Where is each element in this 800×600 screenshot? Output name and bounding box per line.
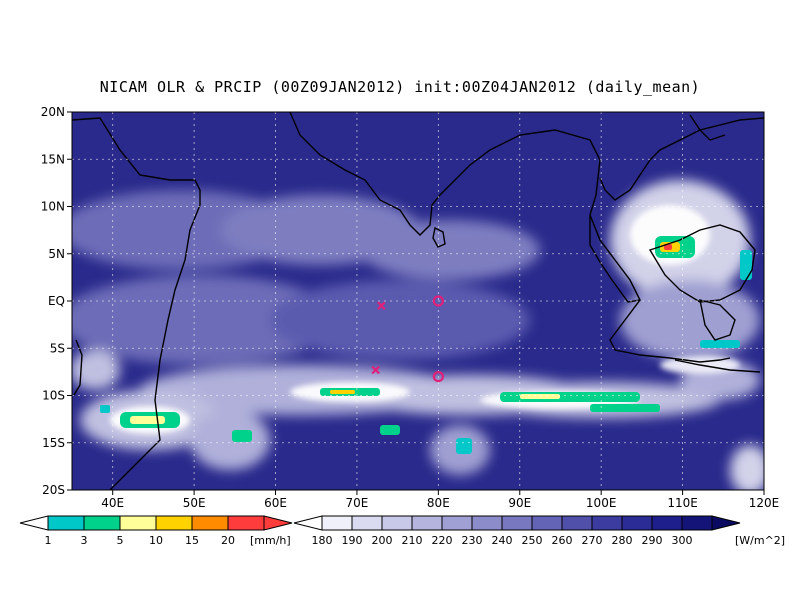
colorbar-cell [441,515,473,531]
colorbar-tick-label: 3 [81,534,88,547]
cross-marker [377,301,386,311]
lat-tick-label: 10N [41,200,65,214]
colorbar-cell [155,515,193,531]
colorbar-cell [119,515,157,531]
colorbar-tick-label: 280 [612,534,633,547]
colorbar-cell [83,515,121,531]
colorbar-tick-label: 270 [582,534,603,547]
colorbar-tick-label: 250 [522,534,543,547]
latitude-axis: 20N 15N 10N 5N EQ 5S 10S 15S 20S [41,105,72,497]
colorbar-tick-label: 220 [432,534,453,547]
colorbar-tick-label: 200 [372,534,393,547]
lat-tick-label: 5S [50,341,65,355]
lon-tick-label: 110E [667,496,698,510]
map-title: NICAM OLR & PRCIP (00Z09JAN2012) init:00… [99,78,701,96]
colorbar-cell [227,515,265,531]
lon-tick-label: 120E [749,496,780,510]
lon-tick-label: 90E [508,496,531,510]
longitude-axis: 40E 50E 60E 70E 80E 90E 100E 110E 120E [101,490,779,510]
colorbar-high-arrow [711,515,741,531]
colorbar-tick-label: 210 [402,534,423,547]
colorbar-tick-label: 230 [462,534,483,547]
lat-tick-label: 5N [48,247,65,261]
colorbar-tick-label: 15 [185,534,199,547]
colorbar-cell [651,515,683,531]
colorbar-cell [47,515,85,531]
circle-marker [432,371,444,383]
lon-tick-label: 60E [264,496,287,510]
colorbar-tick-label: 260 [552,534,573,547]
colorbar-cell [621,515,653,531]
colorbar-tick-label: 20 [221,534,235,547]
lon-tick-label: 50E [183,496,206,510]
colorbar-low-arrow [293,515,323,531]
gridlines [72,112,764,490]
lat-tick-label: 10S [42,389,65,403]
colorbar-cell [591,515,623,531]
colorbar-cell [381,515,413,531]
colorbar-tick-label: 5 [117,534,124,547]
colorbar-cell [501,515,533,531]
colorbar-tick-label: 10 [149,534,163,547]
colorbar-tick-label: 240 [492,534,513,547]
colorbar-cell [561,515,593,531]
colorbar-tick-label: 190 [342,534,363,547]
colorbar-low-arrow [19,515,49,531]
colorbar-tick-label: 290 [642,534,663,547]
colorbar-cell [191,515,229,531]
colorbar-cell [351,515,383,531]
colorbar-cell [321,515,353,531]
colorbar-unit: [mm/h] [250,534,291,547]
marker-layer [371,295,444,383]
lon-tick-label: 100E [586,496,617,510]
colorbar-tick-label: 1 [45,534,52,547]
precip-patches [100,236,752,454]
colorbar-cell [681,515,713,531]
lat-tick-label: 15N [41,152,65,166]
olr-colorbar: 180 190 200 210 220 230 240 250 260 270 280 290 300 [… [293,515,785,547]
colorbar-high-arrow [263,515,293,531]
colorbar-tick-label: 300 [672,534,693,547]
olr-field [72,112,764,490]
colorbar-tick-label: 180 [312,534,333,547]
colorbar-cell [531,515,563,531]
circle-marker [432,295,444,307]
lat-tick-label: 20S [42,483,65,497]
lat-tick-label: 15S [42,436,65,450]
lon-tick-label: 80E [427,496,450,510]
lat-tick-label: EQ [48,294,65,308]
colorbar-unit: [W/m^2] [735,534,785,547]
lon-tick-label: 70E [346,496,369,510]
lat-tick-label: 20N [41,105,65,119]
cross-marker [371,365,380,375]
colorbar-cell [411,515,443,531]
lon-tick-label: 40E [101,496,124,510]
precip-colorbar: 1 3 5 10 15 20 [mm/h] [19,515,293,547]
colorbar-cell [471,515,503,531]
